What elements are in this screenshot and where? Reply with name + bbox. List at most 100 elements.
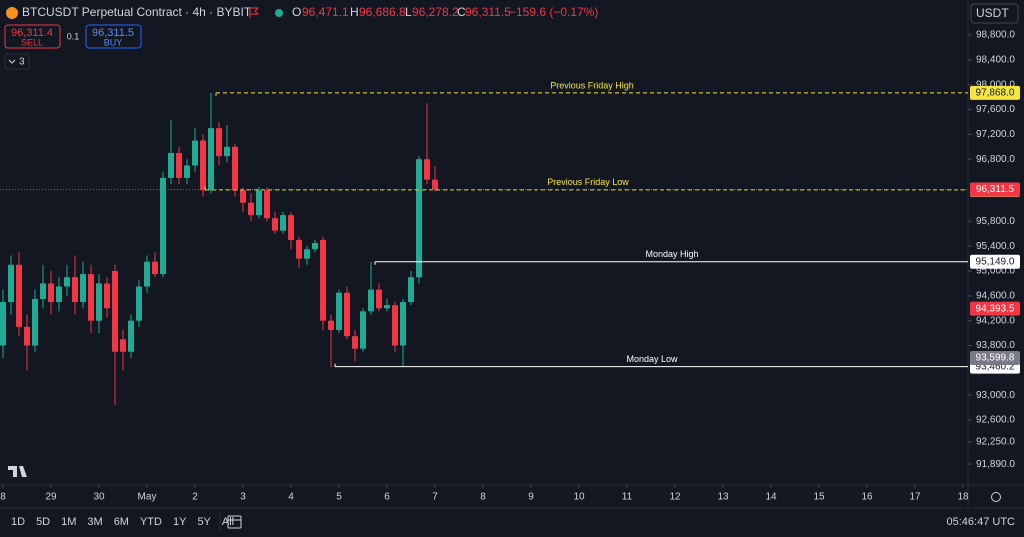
range-button[interactable]: 1D bbox=[11, 516, 25, 528]
x-tick-label: 14 bbox=[765, 492, 777, 503]
y-tick-label: 98,000.0 bbox=[976, 79, 1015, 90]
candle-body bbox=[48, 283, 54, 303]
settings-icon[interactable] bbox=[991, 492, 1001, 502]
y-tick-label: 95,000.0 bbox=[976, 266, 1015, 277]
candle-body bbox=[232, 146, 238, 191]
candle-body bbox=[256, 190, 262, 216]
y-tick-label: 98,800.0 bbox=[976, 30, 1015, 41]
candle-body bbox=[288, 215, 294, 240]
candle-body bbox=[152, 261, 158, 275]
candle-body bbox=[0, 302, 6, 346]
candle-body bbox=[128, 320, 134, 352]
price-tag-label: 97,868.0 bbox=[976, 88, 1015, 99]
candle-body bbox=[112, 271, 118, 352]
currency: USDT bbox=[976, 6, 1009, 20]
y-tick-label: 91,890.0 bbox=[976, 459, 1015, 470]
candle-body bbox=[144, 261, 150, 287]
candle-body bbox=[304, 249, 310, 259]
x-tick-label: 2 bbox=[192, 492, 198, 503]
candle-body bbox=[176, 153, 182, 178]
candle-body bbox=[352, 336, 358, 349]
chevron bbox=[8, 59, 16, 64]
x-tick-label: 13 bbox=[717, 492, 729, 503]
x-tick-label: 10 bbox=[573, 492, 585, 503]
candle-body bbox=[312, 243, 318, 250]
x-tick-label: May bbox=[138, 492, 157, 503]
x-tick-label: 30 bbox=[93, 492, 105, 503]
candle-body bbox=[120, 339, 126, 352]
x-tick-label: 7 bbox=[432, 492, 438, 503]
candle-body bbox=[80, 274, 86, 303]
calendar-icon[interactable] bbox=[227, 515, 242, 529]
h-label: H bbox=[350, 5, 359, 19]
quantity: 0.1 bbox=[67, 31, 80, 41]
range-button[interactable]: YTD bbox=[140, 516, 162, 528]
candle-body bbox=[224, 146, 230, 157]
y-tick-label: 96,800.0 bbox=[976, 154, 1015, 165]
y-tick-label: 92,600.0 bbox=[976, 415, 1015, 426]
range-button[interactable]: 6M bbox=[114, 516, 129, 528]
price-tag bbox=[970, 301, 1020, 316]
candle-body bbox=[384, 305, 390, 309]
range-button[interactable]: 1M bbox=[61, 516, 76, 528]
c-label: C bbox=[457, 5, 466, 19]
range-button[interactable]: 3M bbox=[87, 516, 102, 528]
candle-body bbox=[184, 165, 190, 178]
candle-body bbox=[104, 283, 110, 309]
level-name: Previous Friday High bbox=[550, 80, 634, 90]
logo bbox=[8, 466, 27, 477]
price-tag bbox=[970, 85, 1020, 100]
buy-button[interactable] bbox=[85, 24, 142, 49]
range-button[interactable]: 1Y bbox=[173, 516, 187, 528]
price-tag-label: 93,599.8 bbox=[976, 353, 1015, 364]
x-tick-label: 8 bbox=[480, 492, 486, 503]
price-tag-label: 94,393.5 bbox=[976, 303, 1015, 314]
high: 96,686.8 bbox=[359, 5, 406, 19]
sell-label: SELL bbox=[21, 37, 43, 47]
level-name: Monday High bbox=[645, 249, 698, 259]
change: −159.6 (−0.17%) bbox=[509, 5, 598, 19]
indicator-count: 3 bbox=[19, 57, 25, 68]
candle-body bbox=[88, 274, 94, 321]
candle-body bbox=[296, 239, 302, 259]
candle-body bbox=[344, 292, 350, 337]
candle-body bbox=[32, 298, 38, 346]
sell-button[interactable] bbox=[4, 24, 61, 49]
candle-body bbox=[392, 305, 398, 346]
symbol: BTCUSDT Perpetual Contract · 4h · BYBIT bbox=[22, 5, 252, 19]
y-tick-label: 97,600.0 bbox=[976, 104, 1015, 115]
range-button[interactable]: All bbox=[222, 516, 234, 528]
range-button[interactable]: 5D bbox=[36, 516, 50, 528]
y-tick-label: 94,200.0 bbox=[976, 315, 1015, 326]
candle-body bbox=[200, 140, 206, 191]
range-button[interactable]: 5Y bbox=[197, 516, 211, 528]
currency-button[interactable] bbox=[970, 3, 1019, 24]
candle-body bbox=[416, 159, 422, 278]
level-name: Monday Low bbox=[626, 354, 678, 364]
y-tick-label: 93,800.0 bbox=[976, 340, 1015, 351]
low: 96,278.2 bbox=[412, 5, 459, 19]
candle-body bbox=[160, 177, 166, 275]
candle-body bbox=[272, 218, 278, 231]
candle-body bbox=[64, 277, 70, 287]
y-tick-label: 97,200.0 bbox=[976, 129, 1015, 140]
open: 96,471.1 bbox=[302, 5, 349, 19]
price-tag-label: 93,460.2 bbox=[976, 361, 1015, 372]
clock: 05:46:47 UTC bbox=[947, 516, 1016, 528]
x-tick-label: 18 bbox=[957, 492, 969, 503]
y-tick-label: 94,600.0 bbox=[976, 290, 1015, 301]
candle-body bbox=[360, 311, 366, 349]
x-tick-label: 9 bbox=[528, 492, 534, 503]
price-tag bbox=[970, 182, 1020, 197]
candle-body bbox=[320, 239, 326, 321]
close: 96,311.5 bbox=[465, 5, 511, 19]
flag-icon[interactable] bbox=[249, 7, 260, 18]
candle-body bbox=[56, 286, 62, 303]
indicators-toggle[interactable] bbox=[4, 53, 30, 70]
price-tag-label: 96,311.5 bbox=[976, 184, 1015, 195]
y-tick-label: 98,400.0 bbox=[976, 55, 1015, 66]
y-tick-label: 95,400.0 bbox=[976, 241, 1015, 252]
candle-body bbox=[192, 140, 198, 166]
l-label: L bbox=[405, 5, 412, 19]
candle-body bbox=[216, 128, 222, 157]
